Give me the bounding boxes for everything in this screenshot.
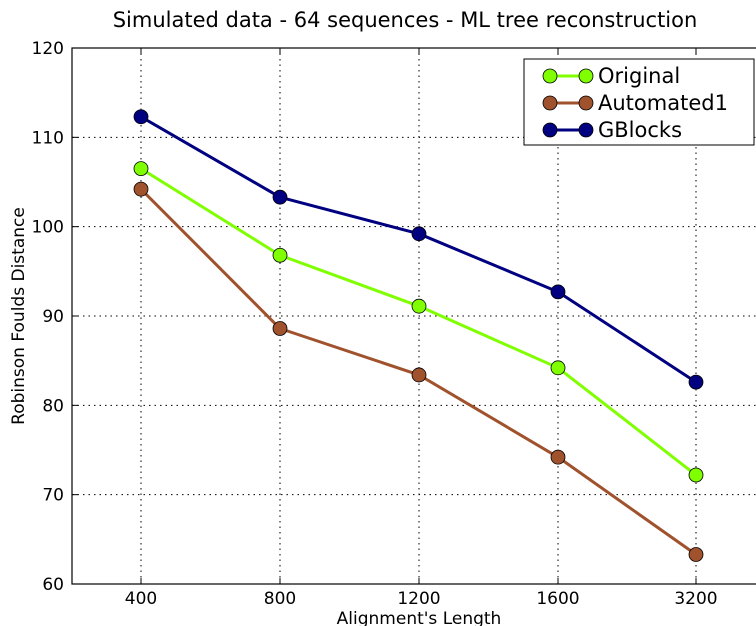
legend-marker <box>542 95 558 111</box>
data-point-gblocks <box>411 226 427 242</box>
data-point-automated1 <box>411 367 427 383</box>
legend: Original Automated1 GBlocks <box>523 58 755 146</box>
data-point-original <box>550 360 566 376</box>
data-point-original <box>272 247 288 263</box>
data-point-gblocks <box>133 109 149 125</box>
data-point-gblocks <box>688 374 704 390</box>
y-tick-label: 70 <box>42 486 64 506</box>
legend-marker <box>578 122 594 138</box>
legend-marker <box>578 68 594 84</box>
legend-label: GBlocks <box>598 118 682 142</box>
x-axis-label: Alignment's Length <box>337 609 502 626</box>
y-tick-label: 100 <box>32 218 64 238</box>
x-tick-label: 800 <box>264 589 296 609</box>
legend-entry-original: Original <box>542 64 680 88</box>
data-point-automated1 <box>133 181 149 197</box>
series-gblocks <box>133 109 704 390</box>
data-point-original <box>411 298 427 314</box>
y-tick-label: 80 <box>42 396 64 416</box>
y-tick-label: 90 <box>42 307 64 327</box>
legend-marker <box>542 68 558 84</box>
legend-marker <box>578 95 594 111</box>
data-point-automated1 <box>550 449 566 465</box>
legend-entry-gblocks: GBlocks <box>542 118 682 142</box>
data-point-original <box>688 467 704 483</box>
chart-title: Simulated data - 64 sequences - ML tree … <box>113 8 698 32</box>
axis-ticks: 400 800 1200 1600 3200 60 70 80 90 100 110 120 <box>32 39 718 609</box>
legend-entry-automated1: Automated1 <box>542 91 728 115</box>
x-tick-label: 1600 <box>536 589 579 609</box>
x-tick-label: 3200 <box>674 589 717 609</box>
data-point-automated1 <box>688 547 704 562</box>
x-tick-label: 1200 <box>397 589 440 609</box>
series-lines <box>133 109 704 562</box>
y-axis-label: Robinson Foulds Distance <box>9 207 29 425</box>
data-point-original <box>133 161 149 177</box>
y-tick-label: 120 <box>32 39 64 59</box>
series-automated1 <box>133 181 704 562</box>
legend-label: Original <box>598 64 680 88</box>
legend-label: Automated1 <box>598 91 728 115</box>
data-point-gblocks <box>550 284 566 300</box>
data-point-gblocks <box>272 189 288 205</box>
legend-marker <box>542 122 558 138</box>
data-point-automated1 <box>272 321 288 336</box>
y-tick-label: 60 <box>42 575 64 595</box>
x-tick-label: 400 <box>125 589 157 609</box>
y-tick-label: 110 <box>32 128 64 148</box>
series-original <box>133 161 704 483</box>
